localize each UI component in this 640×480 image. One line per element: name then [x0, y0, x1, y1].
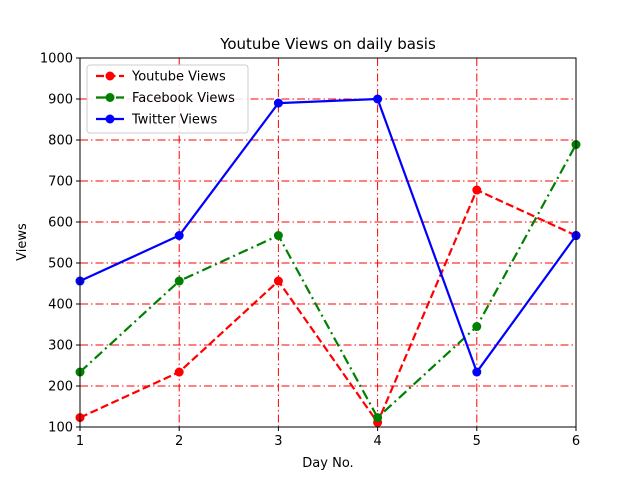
y-tick-label: 500	[48, 257, 73, 272]
y-tick-label: 400	[48, 298, 73, 313]
data-point-youtube-views	[472, 185, 482, 195]
data-point-facebook-views	[174, 276, 184, 286]
data-point-facebook-views	[472, 322, 482, 332]
axis-ticks: 1 2 3 4 5 6 100 200 300 400 500 600 700 800 900 1000	[40, 52, 580, 450]
data-point-youtube-views	[174, 367, 184, 377]
y-tick-label: 200	[48, 380, 73, 395]
x-tick-label: 2	[175, 434, 183, 449]
chart-title: Youtube Views on daily basis	[219, 35, 436, 53]
series-line-youtube-views	[79, 188, 577, 424]
data-point-twitter-views	[174, 231, 184, 241]
x-tick-label: 5	[473, 434, 481, 449]
data-point-twitter-views	[373, 94, 383, 104]
y-tick-label: 600	[48, 216, 73, 231]
y-tick-label: 700	[48, 175, 73, 190]
y-tick-label: 300	[48, 339, 73, 354]
x-tick-label: 3	[274, 434, 282, 449]
x-tick-label: 4	[373, 434, 381, 449]
legend-label-facebook-views: Facebook Views	[132, 91, 235, 106]
legend-marker-youtube-views	[105, 71, 115, 81]
x-tick-label: 1	[76, 434, 84, 449]
legend-marker-facebook-views	[105, 93, 115, 102]
legend-label-twitter-views: Twitter Views	[131, 113, 218, 128]
y-tick-label: 100	[48, 421, 73, 436]
data-point-twitter-views	[472, 367, 482, 377]
legend-box	[86, 64, 249, 134]
y-tick-label: 800	[48, 134, 73, 149]
legend-marker-twitter-views	[105, 114, 115, 124]
data-point-twitter-views	[273, 98, 283, 108]
y-tick-label: 1000	[40, 52, 73, 67]
y-axis-label: Views	[15, 223, 30, 261]
series-layer	[75, 94, 581, 427]
plot-frame	[79, 57, 577, 428]
series-line-twitter-views	[79, 97, 577, 374]
series-line-facebook-views	[79, 143, 577, 419]
legend-label-youtube-views: Youtube Views	[131, 70, 226, 85]
data-point-facebook-views	[373, 413, 383, 423]
x-axis-label: Day No.	[302, 456, 353, 471]
legend: Youtube Views Facebook Views Twitter Views	[86, 64, 249, 134]
data-point-facebook-views	[273, 231, 283, 241]
x-tick-label: 6	[572, 434, 580, 449]
y-tick-label: 900	[48, 93, 73, 108]
data-point-youtube-views	[273, 276, 283, 286]
